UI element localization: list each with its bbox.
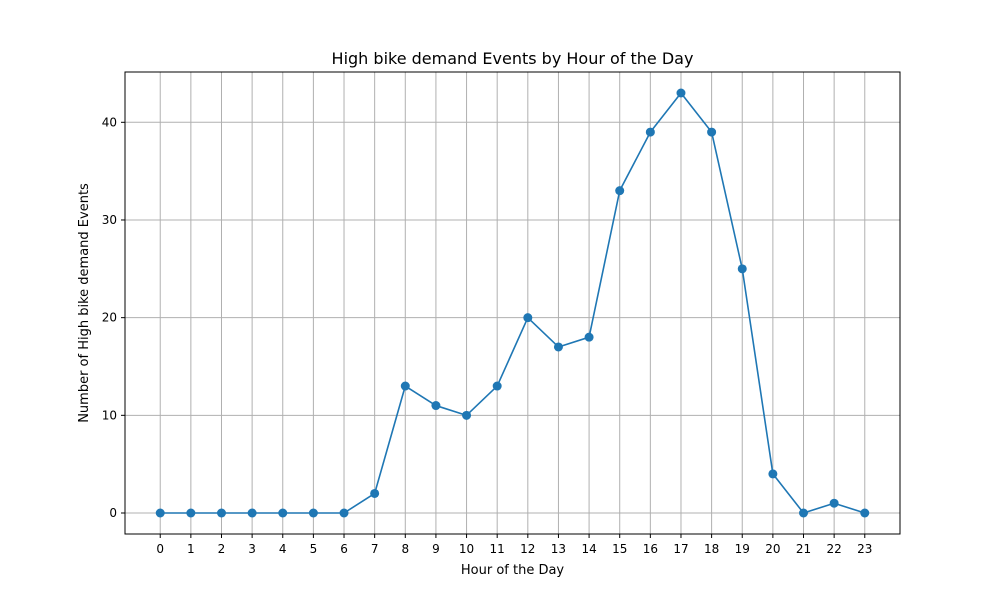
data-point — [584, 332, 594, 342]
data-point — [431, 401, 441, 411]
data-point — [615, 186, 625, 196]
x-axis-label: Hour of the Day — [461, 563, 565, 578]
x-tick-label: 5 — [310, 542, 318, 556]
data-point — [400, 381, 410, 391]
x-tick-label: 17 — [673, 542, 688, 556]
x-tick-label: 0 — [156, 542, 164, 556]
x-tick-label: 6 — [340, 542, 348, 556]
series-group — [155, 88, 870, 518]
x-tick-label: 14 — [581, 542, 596, 556]
data-point — [186, 508, 196, 518]
y-tick-label: 20 — [102, 311, 117, 325]
x-tick-label: 3 — [248, 542, 256, 556]
data-point — [829, 498, 839, 508]
y-axis-label: Number of High bike demand Events — [77, 183, 92, 423]
x-tick-label: 12 — [520, 542, 535, 556]
y-tick-label: 30 — [102, 213, 117, 227]
data-point — [707, 127, 717, 137]
x-tick-label: 9 — [432, 542, 440, 556]
chart-title: High bike demand Events by Hour of the D… — [332, 49, 694, 68]
x-tick-label: 8 — [401, 542, 409, 556]
data-point — [645, 127, 655, 137]
data-point — [216, 508, 226, 518]
data-point — [492, 381, 502, 391]
x-tick-label: 1 — [187, 542, 195, 556]
data-point — [737, 264, 747, 274]
plot-area-frame — [124, 71, 901, 535]
data-point — [339, 508, 349, 518]
data-point — [523, 313, 533, 323]
data-point — [278, 508, 288, 518]
data-point — [247, 508, 257, 518]
x-tick-label: 22 — [826, 542, 841, 556]
y-tick-label: 10 — [102, 408, 117, 422]
x-tick-label: 23 — [857, 542, 872, 556]
x-tick-label: 11 — [490, 542, 505, 556]
x-tick-label: 16 — [643, 542, 658, 556]
x-tick-label: 10 — [459, 542, 474, 556]
data-point — [799, 508, 809, 518]
data-point — [155, 508, 165, 518]
x-tick-label: 18 — [704, 542, 719, 556]
data-point — [553, 342, 563, 352]
data-point — [676, 88, 686, 98]
series-line — [160, 92, 866, 514]
x-tick-label: 7 — [371, 542, 379, 556]
data-point — [462, 410, 472, 420]
axis-ticks: 0 1 2 3 4 5 6 7 8 9 10 11 12 13 14 15 16 17 18 19 20 21 22 2301… — [102, 115, 873, 556]
x-tick-label: 13 — [551, 542, 566, 556]
data-point — [308, 508, 318, 518]
y-tick-label: 0 — [109, 506, 117, 520]
y-tick-label: 40 — [102, 115, 117, 129]
data-point — [370, 488, 380, 498]
x-tick-label: 20 — [765, 542, 780, 556]
x-tick-label: 19 — [735, 542, 750, 556]
x-tick-label: 21 — [796, 542, 811, 556]
x-tick-label: 2 — [218, 542, 226, 556]
x-tick-label: 4 — [279, 542, 287, 556]
data-point — [860, 508, 870, 518]
data-point — [768, 469, 778, 479]
grid-lines — [125, 72, 900, 534]
x-tick-label: 15 — [612, 542, 627, 556]
